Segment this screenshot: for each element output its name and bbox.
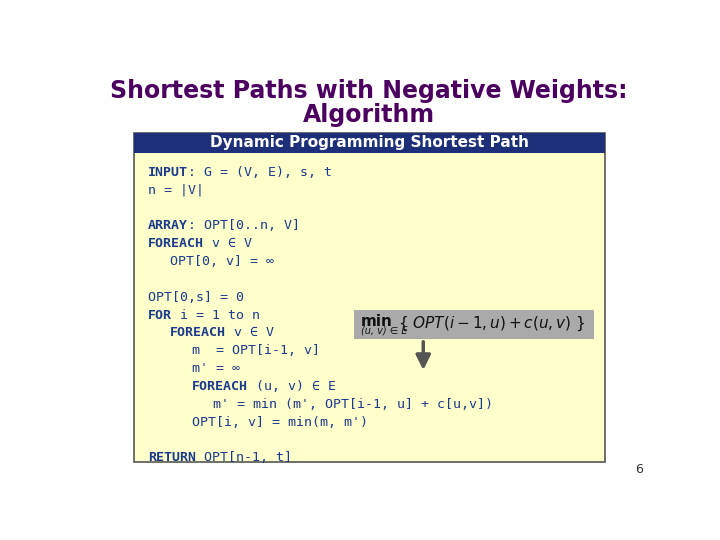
Text: Algorithm: Algorithm bbox=[303, 103, 435, 127]
Text: Dynamic Programming Shortest Path: Dynamic Programming Shortest Path bbox=[210, 136, 528, 151]
Text: $\{\ \mathit{OPT}(i-1,u)+c(u,v)\ \}$: $\{\ \mathit{OPT}(i-1,u)+c(u,v)\ \}$ bbox=[398, 314, 586, 333]
Text: ARRAY: ARRAY bbox=[148, 219, 188, 232]
Text: FOREACH: FOREACH bbox=[192, 380, 248, 393]
Text: m' = min (m', OPT[i-1, u] + c[u,v]): m' = min (m', OPT[i-1, u] + c[u,v]) bbox=[213, 398, 493, 411]
Text: OPT[i, v] = min(m, m'): OPT[i, v] = min(m, m') bbox=[192, 416, 367, 429]
Text: OPT[0,s] = 0: OPT[0,s] = 0 bbox=[148, 291, 244, 303]
Text: min: min bbox=[361, 314, 393, 328]
Text: m' = ∞: m' = ∞ bbox=[192, 362, 240, 375]
FancyBboxPatch shape bbox=[134, 132, 606, 462]
Text: OPT[n-1, t]: OPT[n-1, t] bbox=[196, 451, 292, 464]
Text: n = |V|: n = |V| bbox=[148, 184, 204, 197]
Text: INPUT: INPUT bbox=[148, 166, 188, 179]
Text: : G = (V, E), s, t: : G = (V, E), s, t bbox=[188, 166, 332, 179]
Text: OPT[0, v] = ∞: OPT[0, v] = ∞ bbox=[170, 255, 274, 268]
Text: i = 1 to n: i = 1 to n bbox=[172, 308, 260, 322]
Text: (u, v) ∈ E: (u, v) ∈ E bbox=[248, 380, 336, 393]
Text: : OPT[0..n, V]: : OPT[0..n, V] bbox=[188, 219, 300, 232]
Text: FOREACH: FOREACH bbox=[170, 327, 226, 340]
Text: RETURN: RETURN bbox=[148, 451, 196, 464]
FancyBboxPatch shape bbox=[134, 132, 606, 153]
Text: FOR: FOR bbox=[148, 308, 172, 322]
Text: v ∈ V: v ∈ V bbox=[226, 327, 274, 340]
Text: Shortest Paths with Negative Weights:: Shortest Paths with Negative Weights: bbox=[110, 79, 628, 103]
Text: v ∈ V: v ∈ V bbox=[204, 237, 252, 250]
Text: m  = OPT[i-1, v]: m = OPT[i-1, v] bbox=[192, 345, 320, 357]
FancyBboxPatch shape bbox=[354, 309, 594, 339]
Text: 6: 6 bbox=[636, 463, 644, 476]
Text: FOREACH: FOREACH bbox=[148, 237, 204, 250]
Text: (u, v) ∈ E: (u, v) ∈ E bbox=[361, 325, 408, 335]
